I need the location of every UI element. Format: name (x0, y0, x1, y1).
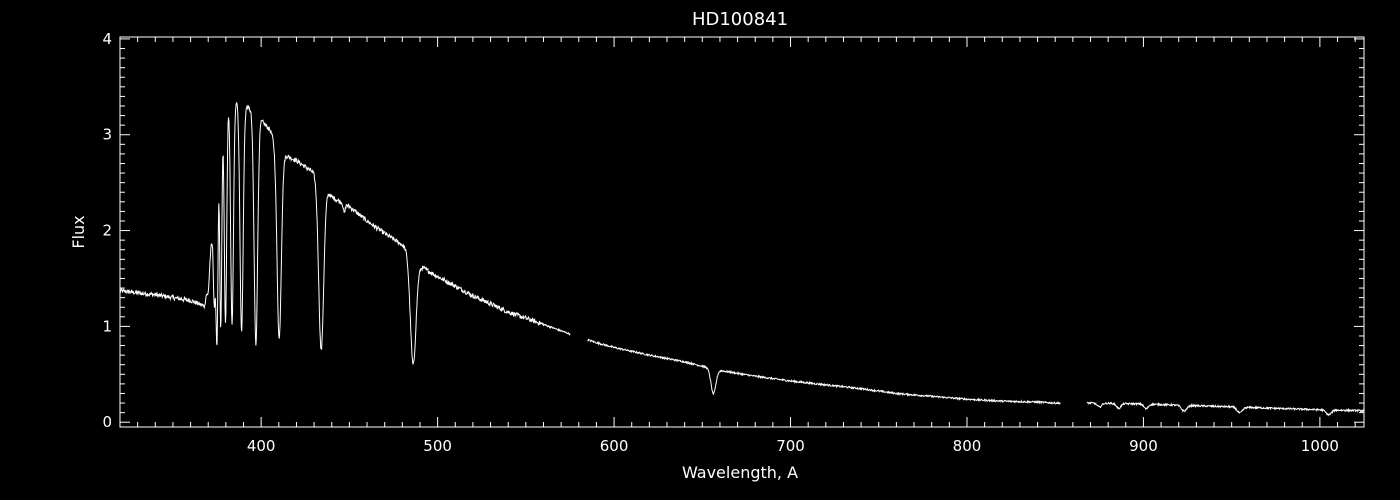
series-line-spectrum (119, 101, 1365, 417)
plot-frame (119, 36, 1365, 428)
y-tick-label: 1 (102, 317, 112, 335)
x-tick-label: 900 (1129, 437, 1158, 455)
x-tick-label: 800 (953, 437, 982, 455)
axis-ticks (119, 37, 1364, 427)
plot-border (119, 36, 1365, 428)
x-tick-label: 500 (423, 437, 452, 455)
x-axis-label: Wavelength, A (682, 463, 798, 482)
x-tick-label: 1000 (1301, 437, 1339, 455)
chart-title: HD100841 (692, 9, 788, 30)
x-tick-label: 400 (247, 437, 276, 455)
y-axis-label: Flux (69, 215, 88, 248)
y-tick-label: 4 (102, 30, 112, 48)
y-tick-label: 2 (102, 222, 112, 240)
x-tick-label: 600 (600, 437, 629, 455)
x-tick-label: 700 (776, 437, 805, 455)
y-tick-label: 0 (102, 413, 112, 431)
axis-tick-labels: 400 500 600 700 800 900 1000 0 1 2 3 4 (102, 30, 1339, 455)
y-tick-label: 3 (102, 126, 112, 144)
